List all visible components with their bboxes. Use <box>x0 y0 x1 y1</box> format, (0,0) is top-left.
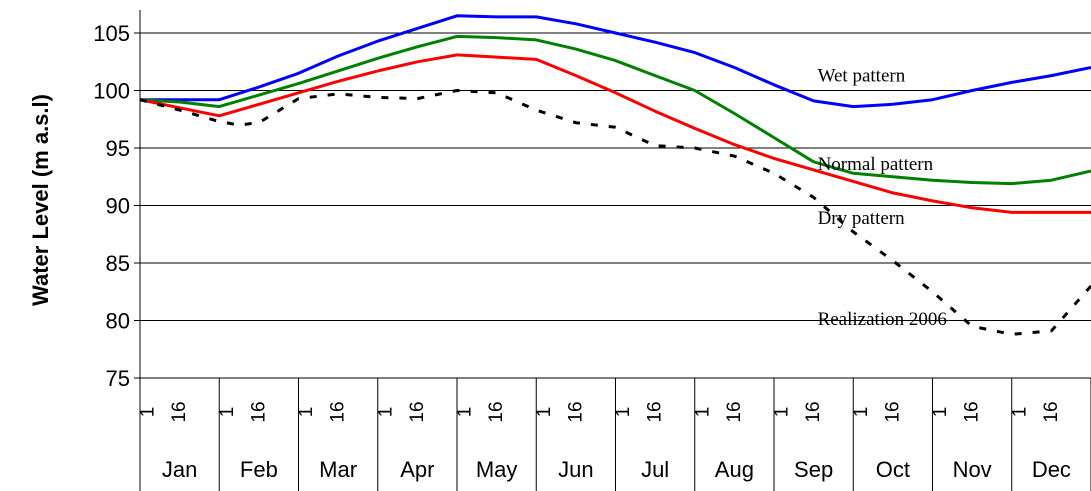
y-axis: 75 80 85 90 95 100 105 <box>93 10 141 391</box>
y-axis-label: Water Level (m a.s.l) <box>28 94 53 306</box>
day-tick-label: 16 <box>882 401 903 422</box>
month-label: Jul <box>641 457 669 482</box>
day-tick-label: 16 <box>724 401 745 422</box>
series-line-normal-pattern <box>140 34 1091 186</box>
month-label: Oct <box>876 457 910 482</box>
day-tick-label: 16 <box>1041 401 1062 422</box>
day-tick-label: 16 <box>803 401 824 422</box>
y-tick-label: 95 <box>106 136 130 161</box>
day-tick-label: 1 <box>296 407 317 418</box>
day-tick-label: 16 <box>645 401 666 422</box>
month-label: Sep <box>794 457 833 482</box>
day-tick-label: 1 <box>455 407 476 418</box>
day-tick-label: 16 <box>328 401 349 422</box>
day-tick-label: 16 <box>248 401 269 422</box>
series-annotation: Normal pattern <box>818 154 934 175</box>
month-label: Jun <box>558 457 593 482</box>
y-tick-label: 80 <box>106 309 130 334</box>
day-tick-label: 16 <box>962 401 983 422</box>
day-tick-label: 1 <box>930 407 951 418</box>
day-tick-label: 1 <box>534 407 555 418</box>
y-tick-label: 90 <box>106 194 130 219</box>
day-tick-label: 1 <box>375 407 396 418</box>
plot-area: 75 80 85 90 95 100 105 1 16 Jan 1 16 Feb 1 16 Mar 1 16 Ap… <box>93 10 1091 491</box>
month-label: Aug <box>715 457 754 482</box>
month-label: May <box>476 457 518 482</box>
month-label: Apr <box>400 457 434 482</box>
day-tick-label: 1 <box>692 407 713 418</box>
series-line-realization-2006 <box>140 89 1091 336</box>
day-tick-label: 16 <box>486 401 507 422</box>
y-tick-label: 105 <box>93 21 130 46</box>
series-annotation: Realization 2006 <box>818 309 947 330</box>
x-axis: 1 16 Jan 1 16 Feb 1 16 Mar 1 16 Apr 1 16 May 1 16 Jun 1 16 J… <box>138 377 1091 491</box>
month-label: Dec <box>1032 457 1071 482</box>
month-label: Nov <box>953 457 992 482</box>
y-tick-label: 100 <box>93 79 130 104</box>
day-tick-label: 1 <box>613 407 634 418</box>
day-tick-label: 16 <box>169 401 190 422</box>
day-tick-label: 16 <box>407 401 428 422</box>
y-tick-label: 85 <box>106 251 130 276</box>
y-tick-label: 75 <box>106 366 130 391</box>
series-lines <box>140 14 1091 336</box>
day-tick-label: 1 <box>1009 407 1030 418</box>
series-annotation: Wet pattern <box>818 65 906 86</box>
month-label: Mar <box>319 457 357 482</box>
gridlines <box>140 32 1091 379</box>
series-annotations: Wet pattern Normal pattern Dry pattern Real… <box>818 65 947 330</box>
month-label: Feb <box>240 457 278 482</box>
series-annotation: Dry pattern <box>818 208 906 229</box>
day-tick-label: 16 <box>565 401 586 422</box>
month-label: Jan <box>162 457 197 482</box>
day-tick-label: 1 <box>851 407 872 418</box>
series-line-dry-pattern <box>140 53 1091 214</box>
series-line-wet-pattern <box>140 14 1091 109</box>
day-tick-label: 1 <box>138 407 159 418</box>
day-tick-label: 1 <box>772 407 793 418</box>
day-tick-label: 1 <box>217 407 238 418</box>
